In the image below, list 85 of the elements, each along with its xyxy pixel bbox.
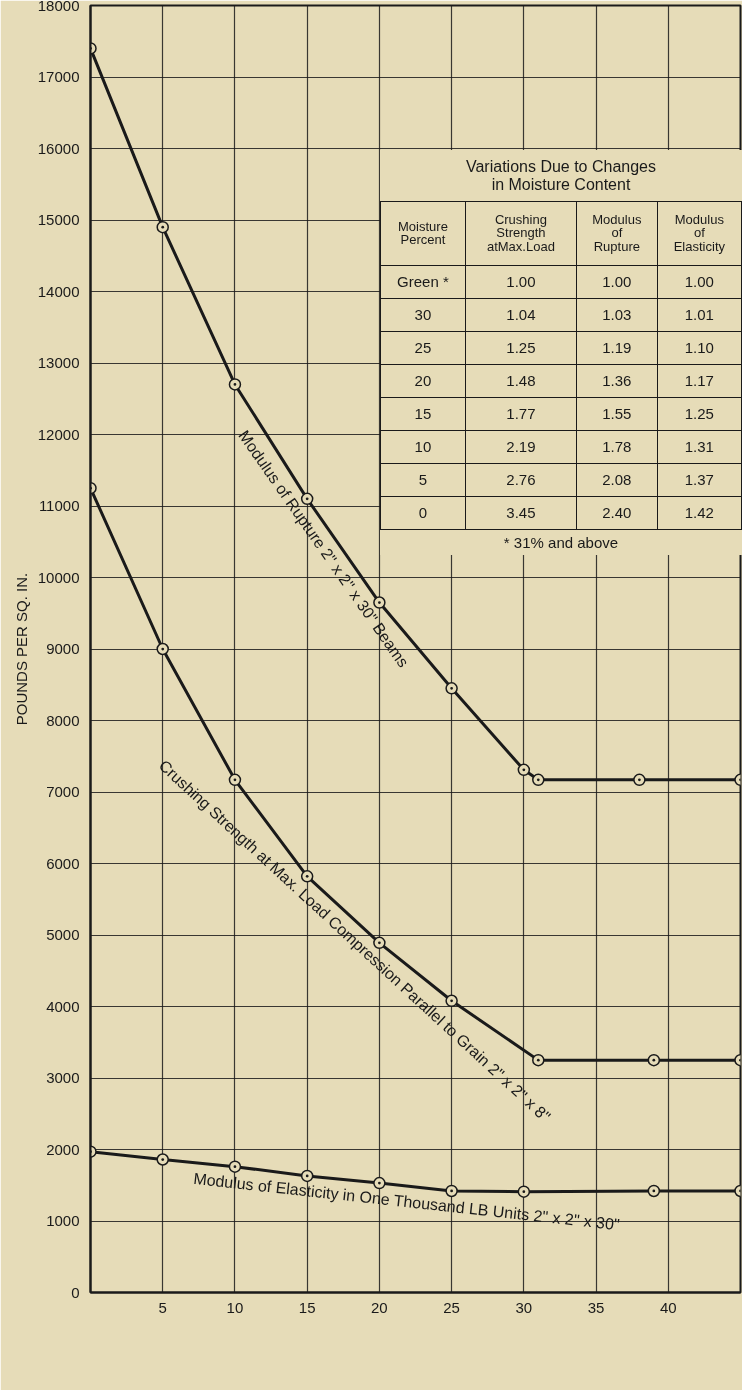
annotation: 1.04: [465, 298, 577, 332]
y-axis-title: POUNDS PER SQ. IN.: [12, 572, 30, 726]
y-tick-label: 5000: [46, 926, 80, 943]
annotation: 2.08: [576, 463, 658, 497]
point: [300, 1169, 314, 1183]
annotation: 1.00: [465, 265, 577, 299]
y-tick-label: 6000: [46, 854, 80, 872]
annotation: 1.78: [576, 430, 658, 464]
point: [517, 1185, 531, 1198]
annotation: 2.40: [576, 496, 658, 530]
point: [228, 378, 242, 391]
y-tick-label: 18000: [37, 0, 80, 14]
annotation: 1.37: [657, 463, 742, 497]
annotation: 1.00: [657, 265, 742, 299]
y-tick-label: 2000: [46, 1140, 80, 1158]
x-tick-label: 40: [659, 1298, 677, 1316]
y-tick-label: 11000: [38, 497, 80, 514]
x-tick-label: 20: [371, 1298, 388, 1316]
annotation: 2.19: [465, 430, 577, 464]
annotation: Variations Due to Changes in Moisture Content: [464, 157, 657, 196]
annotation: 3.45: [465, 496, 577, 530]
y-tick-label: 17000: [37, 68, 80, 85]
point: [300, 870, 314, 883]
point: [373, 1176, 386, 1190]
annotation: 1.19: [576, 331, 658, 365]
point: [228, 1160, 242, 1173]
y-tick-label: 13000: [37, 354, 80, 371]
annotation: 30: [380, 298, 466, 332]
annotation: Green *: [380, 265, 466, 299]
point: [228, 773, 242, 787]
annotation: 1.48: [465, 364, 577, 398]
y-tick-label: 15000: [37, 211, 80, 228]
annotation: 1.01: [657, 298, 742, 332]
point: [647, 1184, 661, 1198]
point: [532, 773, 545, 787]
x-tick-label: 25: [443, 1298, 460, 1316]
point: [156, 220, 169, 234]
y-tick-label: 14000: [37, 282, 80, 300]
annotation: 1.77: [465, 397, 577, 431]
annotation: 1.55: [576, 397, 658, 431]
y-tick-label: 8000: [46, 711, 80, 729]
y-tick-label: 7000: [46, 783, 80, 800]
point: [517, 763, 531, 777]
annotation: * 31% and above: [503, 533, 619, 551]
annotation: 5: [418, 471, 428, 489]
annotation: 1.36: [576, 364, 658, 398]
y-tick-label: 3000: [46, 1069, 80, 1086]
annotation: 1.00: [576, 265, 658, 299]
y-tick-label: 4000: [46, 997, 80, 1015]
x-tick-label: 5: [158, 1298, 167, 1316]
x-tick-label: 35: [587, 1298, 605, 1316]
annotation: Modulus of Elasticity in One Thousand LB Units 2" x 2" x 30": [192, 1169, 621, 1234]
annotation: Moisture Percent: [380, 201, 466, 266]
annotation: 1.25: [465, 331, 577, 365]
annotation: Modulus of Rupture: [576, 201, 658, 266]
point: [633, 773, 646, 787]
point: [647, 1053, 661, 1067]
y-tick-label: 9000: [46, 640, 80, 657]
annotation: Crushing Strength atMax.Load: [465, 201, 577, 266]
x-tick-label: 30: [515, 1298, 533, 1316]
annotation: 25: [380, 331, 466, 365]
y-tick-label: 1000: [46, 1212, 80, 1229]
annotation: 10: [414, 438, 432, 456]
annotation: 20: [380, 364, 466, 398]
point: [445, 994, 458, 1008]
x-tick-label: 15: [298, 1298, 316, 1316]
point: [532, 1053, 545, 1067]
y-tick-label: 0: [71, 1283, 80, 1301]
annotation: 0: [418, 504, 428, 522]
annotation: 1.03: [576, 298, 658, 332]
y-tick-label: 10000: [37, 568, 80, 586]
annotation: 1.25: [657, 397, 742, 431]
annotation: 1.31: [657, 430, 742, 464]
annotation: 1.42: [657, 496, 742, 530]
point: [156, 1153, 169, 1166]
annotation: Modulus of Elasticity: [657, 201, 742, 266]
annotation: 15: [414, 405, 432, 423]
y-tick-label: 16000: [37, 139, 80, 157]
annotation: 1.17: [657, 364, 742, 398]
annotation: 2.76: [465, 463, 577, 497]
point: [156, 642, 169, 656]
annotation: 1.10: [657, 331, 742, 365]
x-tick-label: 10: [226, 1298, 244, 1316]
point: [445, 682, 458, 695]
y-tick-label: 12000: [37, 425, 80, 443]
